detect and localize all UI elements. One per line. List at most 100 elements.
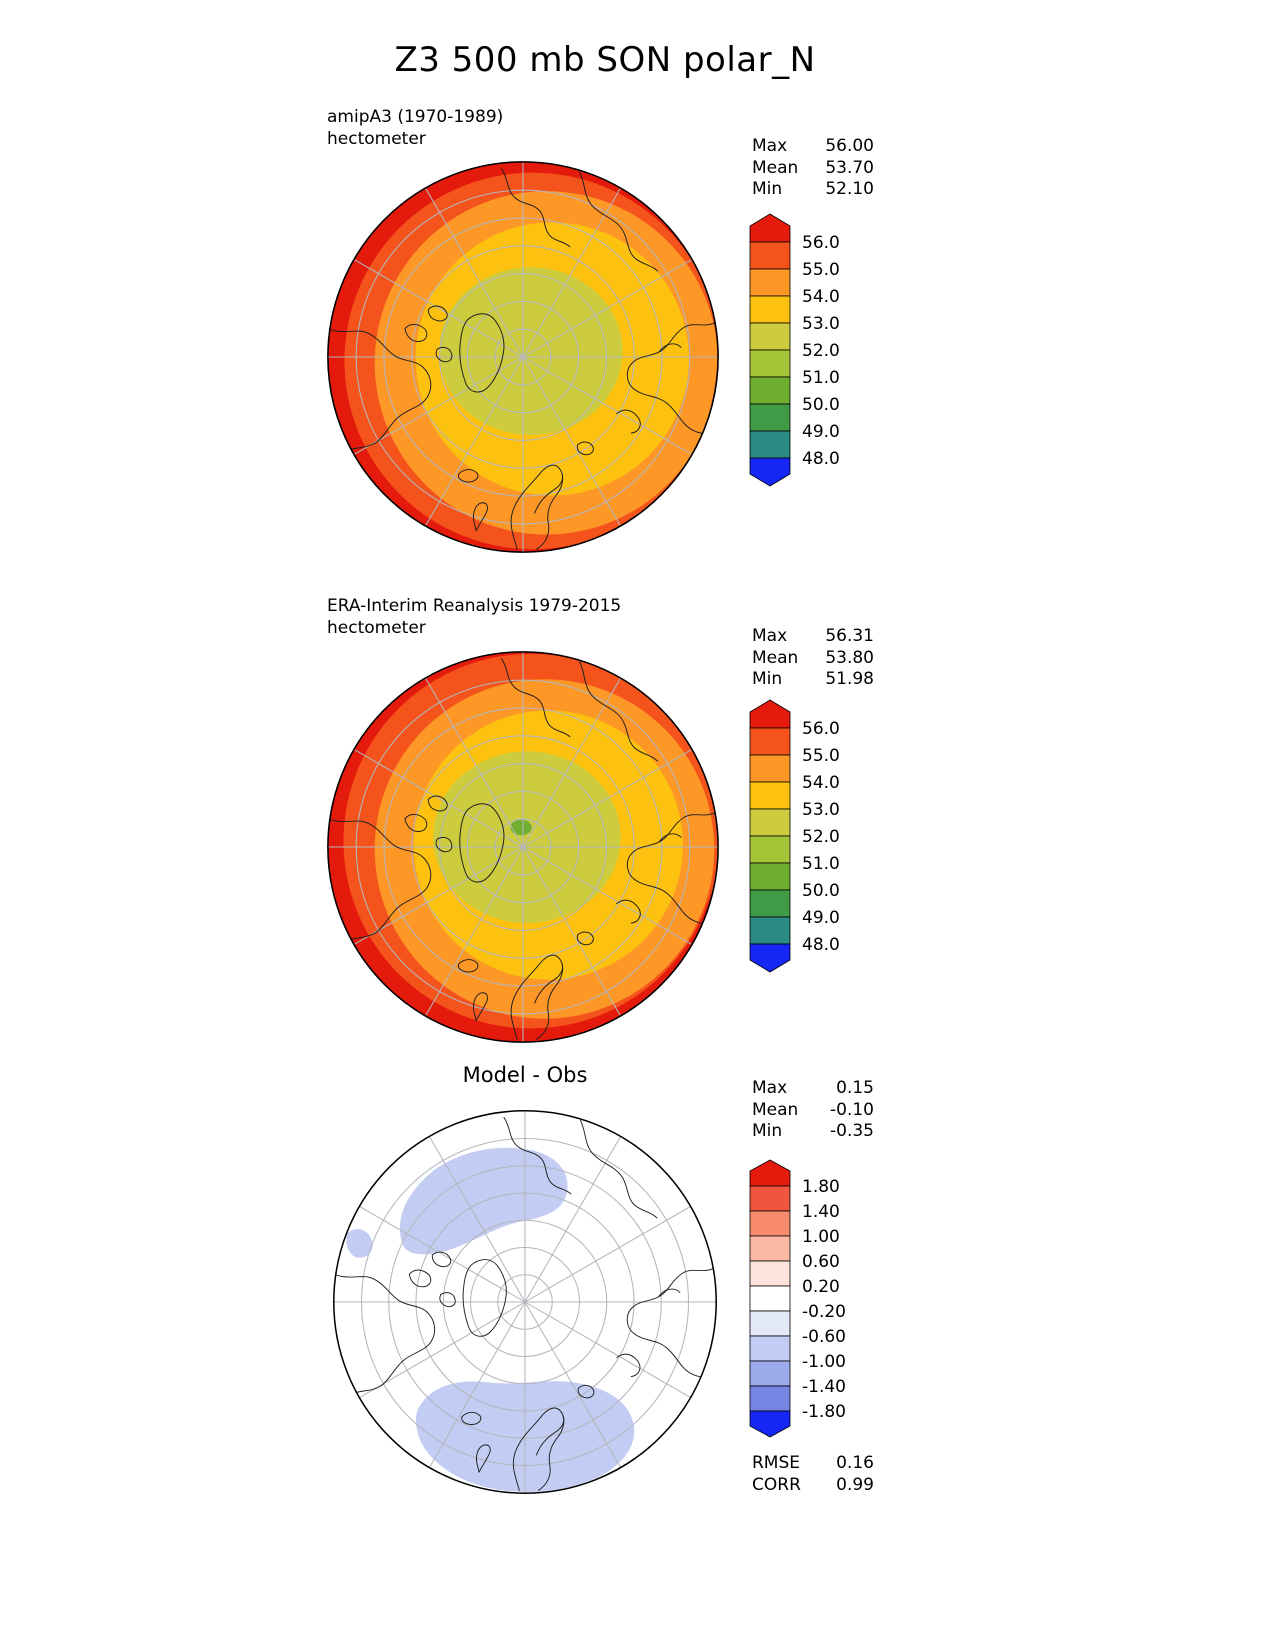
- map-boundary: [327, 161, 719, 553]
- colorbar-tick: 0.60: [802, 1252, 840, 1272]
- colorbar-segment: [749, 835, 791, 864]
- stat-row: Mean 53.70: [752, 158, 874, 180]
- stat-row: Min 52.10: [752, 179, 874, 201]
- colorbar-tick: 0.20: [802, 1277, 840, 1297]
- stat-value: 51.98: [825, 669, 874, 689]
- map-amipA3-contours: [327, 161, 719, 553]
- stat-label: Min: [752, 1121, 783, 1141]
- colorbar-arrow-below: [749, 457, 791, 487]
- stat-row: Min -0.35: [752, 1121, 874, 1143]
- colorbar-tick: 49.0: [802, 908, 840, 928]
- colorbar-tick: -1.40: [802, 1377, 846, 1397]
- colorbar-levels-2: 56.0 55.0 54.0 53.0 52.0 51.0 50.0 49.0 …: [749, 699, 840, 973]
- colorbar-segment: [749, 322, 791, 351]
- panel3-stats: Max 0.15 Mean -0.10 Min -0.35: [752, 1078, 874, 1143]
- colorbar-segment: [749, 754, 791, 783]
- panel1-dataset-label: amipA3 (1970-1989): [327, 107, 504, 127]
- colorbar-tick: 51.0: [802, 368, 840, 388]
- stat-row: Mean 53.80: [752, 648, 874, 670]
- colorbar-tick: 53.0: [802, 800, 840, 820]
- colorbar-tick: 50.0: [802, 881, 840, 901]
- panel1-units-label: hectometer: [327, 129, 426, 149]
- colorbar-arrow-below: [749, 1410, 791, 1438]
- panel2-dataset-label: ERA-Interim Reanalysis 1979-2015: [327, 596, 622, 616]
- colorbar-segment: [749, 403, 791, 432]
- colorbar-tick: 49.0: [802, 422, 840, 442]
- colorbar-tick: 52.0: [802, 827, 840, 847]
- colorbar-segment: [749, 781, 791, 810]
- stat-label: Mean: [752, 157, 799, 178]
- stat-value: -0.10: [830, 1099, 874, 1120]
- stat-label: Max: [752, 1078, 788, 1098]
- map-diff-contours: [333, 1110, 717, 1494]
- score-label: RMSE: [752, 1453, 801, 1473]
- stat-row: Max 0.15: [752, 1078, 874, 1100]
- colorbar-segment: [749, 862, 791, 891]
- panel2-stats: Max 56.31 Mean 53.80 Min 51.98: [752, 626, 874, 691]
- stat-label: Max: [752, 136, 788, 156]
- map-era-interim: [327, 651, 719, 1043]
- colorbar-tick: 54.0: [802, 287, 840, 307]
- colorbar-tick: 56.0: [802, 719, 840, 739]
- colorbar-tick: 56.0: [802, 233, 840, 253]
- colorbar-tick: 51.0: [802, 854, 840, 874]
- colorbar-segment: [749, 916, 791, 945]
- colorbar-tick: -0.20: [802, 1302, 846, 1322]
- contour-band-52-53: [439, 267, 623, 436]
- stat-label: Mean: [752, 647, 799, 668]
- colorbar-segment: [749, 1185, 791, 1212]
- colorbar-arrow-above: [749, 699, 791, 729]
- score-value: 0.16: [836, 1453, 874, 1473]
- score-row: RMSE 0.16: [752, 1453, 874, 1475]
- colorbar-segment: [749, 349, 791, 378]
- colorbar-segment: [749, 1210, 791, 1237]
- stat-value: 0.15: [836, 1078, 874, 1098]
- stat-row: Mean -0.10: [752, 1100, 874, 1122]
- stat-label: Min: [752, 179, 783, 199]
- colorbar-tick: 1.80: [802, 1177, 840, 1197]
- colorbar-diff: 1.80 1.40 1.00 0.60 0.20 -0.20 -0.60 -1.…: [749, 1159, 846, 1438]
- colorbar-arrow-above: [749, 1159, 791, 1187]
- map-boundary: [333, 1110, 717, 1494]
- colorbar-segment: [749, 376, 791, 405]
- map-model-minus-obs: [333, 1110, 717, 1494]
- panel2-label: ERA-Interim Reanalysis 1979-2015 hectome…: [327, 595, 621, 639]
- colorbar-segment: [749, 1335, 791, 1362]
- stat-label: Min: [752, 669, 783, 689]
- stat-value: -0.35: [830, 1121, 874, 1141]
- colorbar-arrow-above: [749, 213, 791, 243]
- pole-minimum-spot: [510, 819, 532, 836]
- colorbar-tick: 53.0: [802, 314, 840, 334]
- colorbar-tick: -0.60: [802, 1327, 846, 1347]
- colorbar-arrow-below: [749, 943, 791, 973]
- colorbar-tick: 55.0: [802, 260, 840, 280]
- map-amipA3: [327, 161, 719, 553]
- colorbar-segment: [749, 268, 791, 297]
- panel1-label: amipA3 (1970-1989) hectometer: [327, 106, 503, 150]
- stat-label: Mean: [752, 1099, 799, 1120]
- stat-value: 56.31: [825, 626, 874, 646]
- colorbar-segment: [749, 1360, 791, 1387]
- colorbar-segment: [749, 1260, 791, 1287]
- stat-row: Max 56.31: [752, 626, 874, 648]
- figure-title: Z3 500 mb SON polar_N: [394, 40, 816, 80]
- stat-label: Max: [752, 626, 788, 646]
- colorbar-segment: [749, 889, 791, 918]
- colorbar-tick: 52.0: [802, 341, 840, 361]
- colorbar-segment: [749, 1385, 791, 1412]
- stat-value: 56.00: [825, 136, 874, 156]
- diff-negative-patch-left: [346, 1229, 373, 1258]
- stat-value: 53.80: [825, 647, 874, 668]
- colorbar-segment: [749, 1235, 791, 1262]
- panel3-title: Model - Obs: [462, 1063, 588, 1087]
- colorbar-tick: 48.0: [802, 449, 840, 469]
- colorbar-tick: 48.0: [802, 935, 840, 955]
- score-value: 0.99: [836, 1474, 874, 1495]
- colorbar-tick: -1.80: [802, 1402, 846, 1422]
- stat-value: 53.70: [825, 157, 874, 178]
- score-row: CORR 0.99: [752, 1475, 874, 1497]
- colorbar-segment: [749, 1285, 791, 1312]
- colorbar-tick: 54.0: [802, 773, 840, 793]
- colorbar-segment: [749, 808, 791, 837]
